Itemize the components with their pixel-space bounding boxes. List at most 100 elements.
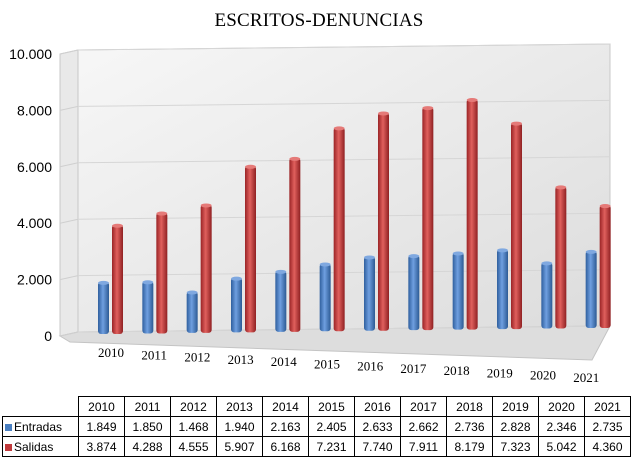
table-header-year: 2010	[78, 396, 125, 417]
bar-entradas	[541, 262, 553, 329]
bar-entradas	[364, 256, 375, 331]
y-tick-label: 4.000	[17, 215, 52, 231]
gridline	[59, 331, 79, 337]
bar-top	[378, 111, 389, 116]
table-header-year: 2018	[446, 396, 493, 417]
table-cell: 7.740	[354, 436, 401, 457]
table-cell: 1.940	[216, 416, 263, 437]
x-tick-label: 2016	[357, 359, 384, 374]
bar-top	[275, 269, 287, 274]
bar-top	[555, 185, 567, 190]
bar-entradas	[98, 281, 109, 334]
bar-entradas	[452, 252, 464, 330]
table-cell: 5.042	[538, 436, 585, 457]
table-cell: 7.911	[400, 436, 447, 457]
x-tick-label: 2015	[314, 356, 340, 371]
bar-top	[289, 156, 301, 161]
gridline	[59, 162, 79, 168]
table-header-year: 2016	[354, 396, 401, 417]
table-cell: 2.163	[262, 416, 309, 437]
bar-top	[466, 97, 478, 102]
bar-top	[364, 255, 375, 260]
bar-entradas	[408, 255, 420, 331]
table-cell: 2.662	[400, 416, 447, 437]
gridline	[59, 105, 79, 111]
bar-entradas	[497, 249, 508, 330]
table-header-year: 2015	[308, 396, 355, 417]
bar-entradas	[319, 263, 331, 332]
y-tick-label: 10.000	[9, 46, 52, 62]
chart-title: ESCRITOS-DENUNCIAS	[214, 10, 424, 31]
bar-salidas	[378, 112, 389, 331]
table-cell: 2.736	[446, 416, 493, 437]
bar-top	[511, 121, 522, 126]
bar-top	[186, 290, 198, 295]
bar-top	[98, 280, 109, 285]
table-cell: 2.735	[584, 416, 631, 437]
bar-entradas	[585, 250, 597, 328]
x-axis: 2010 2011 2012 2013 2014 2015 2016 2017 2018 2019…	[98, 345, 599, 385]
bar-top	[585, 249, 597, 254]
table-header-year: 2013	[216, 396, 263, 417]
table-cell: 7.323	[492, 436, 539, 457]
table-cell: 4.288	[124, 436, 171, 457]
bar-entradas	[142, 281, 154, 334]
series-legend-label: Salidas	[2, 436, 79, 457]
table-cell: 1.468	[170, 416, 217, 437]
table-cell: 4.360	[584, 436, 631, 457]
bars-group	[98, 97, 611, 334]
y-tick-label: 8.000	[17, 102, 52, 118]
table-cell: 2.346	[538, 416, 585, 437]
bar-entradas	[186, 291, 198, 333]
bar-salidas	[156, 212, 168, 334]
bar-top	[599, 204, 611, 209]
gridline	[59, 49, 79, 55]
table-header-year: 2011	[124, 396, 171, 417]
x-tick-label: 2014	[271, 354, 298, 369]
bar-entradas	[275, 270, 287, 332]
x-tick-label: 2012	[184, 350, 210, 365]
table-cell: 1.849	[78, 416, 125, 437]
bar-top	[333, 126, 345, 131]
gridline	[77, 99, 611, 107]
data-table: 2010 2011 2012 2013 2014 2015 2016 2017 2018 2019…	[2, 396, 631, 457]
bar-top	[452, 251, 464, 256]
table-cell: 2.405	[308, 416, 355, 437]
bar-top	[541, 261, 553, 266]
bar-top	[112, 223, 123, 228]
bar-entradas	[231, 277, 242, 333]
table-header-year: 2014	[262, 396, 309, 417]
table-cell: 2.828	[492, 416, 539, 437]
bar-top	[422, 106, 434, 111]
table-header-year: 2021	[584, 396, 631, 417]
series-name: Entradas	[14, 419, 63, 434]
bar-top	[408, 254, 420, 259]
table-row: Entradas 1.849 1.850 1.468 1.940 2.163 2.405 2.…	[2, 416, 631, 437]
table-header-year: 2020	[538, 396, 585, 417]
bar-top	[319, 262, 331, 267]
x-tick-label: 2019	[487, 365, 513, 380]
gridline	[77, 43, 611, 51]
table-cell: 4.555	[170, 436, 217, 457]
bar-salidas	[422, 107, 434, 331]
bar-salidas	[466, 98, 478, 330]
table-header-year: 2019	[492, 396, 539, 417]
table-cell: 6.168	[262, 436, 309, 457]
legend-swatch	[5, 423, 12, 431]
bar-salidas	[112, 224, 123, 334]
y-tick-label: 0	[44, 328, 52, 344]
bar-salidas	[555, 186, 567, 329]
series-legend-label: Entradas	[2, 416, 79, 437]
table-cell: 1.850	[124, 416, 171, 437]
table-row: Salidas 3.874 4.288 4.555 5.907 6.168 7.231 7.7…	[2, 436, 631, 457]
x-tick-label: 2017	[400, 361, 427, 376]
table-cell: 3.874	[78, 436, 125, 457]
gridline	[59, 218, 79, 224]
bar-salidas	[245, 165, 256, 333]
x-tick-label: 2011	[141, 347, 167, 362]
bar-salidas	[200, 204, 212, 333]
gridline	[59, 275, 79, 281]
table-cell: 2.633	[354, 416, 401, 437]
bar-top	[231, 276, 242, 281]
legend-swatch	[5, 443, 12, 451]
